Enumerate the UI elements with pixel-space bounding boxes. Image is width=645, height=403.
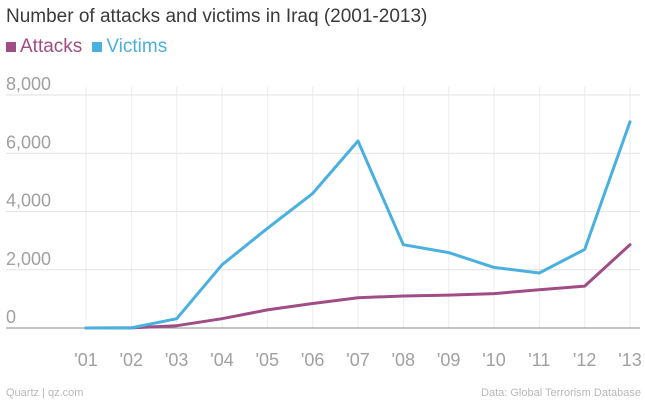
x-tick-label: '11 [528, 350, 550, 370]
data-source: Data: Global Terrorism Database [481, 387, 641, 399]
legend-item-victims: Victims [92, 36, 167, 58]
y-tick-label: 6,000 [6, 132, 51, 152]
x-tick-label: '10 [482, 350, 505, 370]
series-line-victims [84, 120, 632, 330]
x-tick-label: '12 [573, 350, 596, 370]
x-tick-label: '01 [74, 350, 97, 370]
source-credit: Quartz | qz.com [6, 387, 84, 399]
y-tick-label: 0 [6, 307, 16, 327]
x-tick-label: '07 [346, 350, 369, 370]
legend-label-victims: Victims [106, 36, 168, 57]
x-tick-label: '04 [210, 350, 233, 370]
legend-item-attacks: Attacks [6, 36, 82, 58]
chart-legend: Attacks Victims [6, 36, 167, 58]
x-tick-label: '06 [301, 350, 324, 370]
y-tick-label: 8,000 [6, 74, 51, 94]
legend-swatch-attacks [6, 42, 16, 52]
x-tick-label: '02 [120, 350, 143, 370]
legend-swatch-victims [92, 42, 103, 52]
x-tick-label: '09 [437, 350, 460, 370]
legend-label-attacks: Attacks [20, 36, 83, 57]
series-line-attacks [84, 243, 632, 330]
x-tick-label: '13 [618, 350, 641, 370]
y-tick-label: 2,000 [6, 249, 51, 269]
chart-title: Number of attacks and victims in Iraq (2… [6, 6, 428, 27]
y-tick-label: 4,000 [6, 191, 51, 211]
x-tick-label: '03 [165, 350, 188, 370]
x-tick-label: '08 [392, 350, 415, 370]
x-tick-label: '05 [256, 350, 279, 370]
